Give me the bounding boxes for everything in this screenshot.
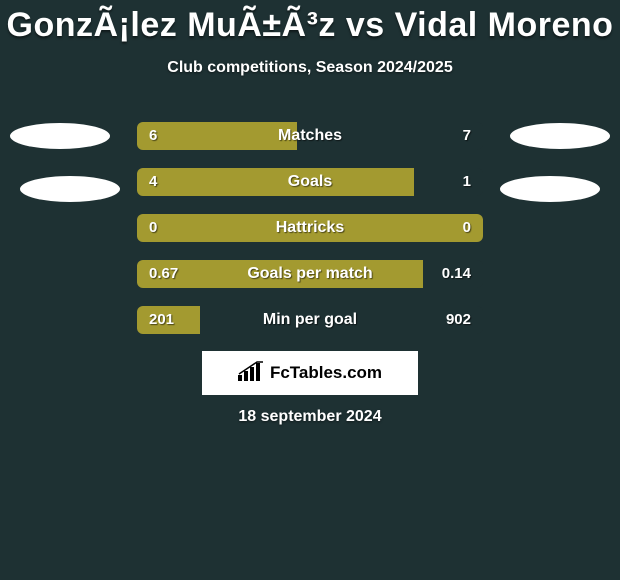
bars-icon bbox=[238, 361, 264, 386]
bar-left-seg bbox=[137, 214, 483, 242]
bar-right-seg bbox=[297, 122, 483, 150]
subtitle: Club competitions, Season 2024/2025 bbox=[0, 59, 620, 77]
bar-left-seg bbox=[137, 260, 423, 288]
bar-left-value: 6 bbox=[149, 122, 157, 150]
player-left-badge-top bbox=[10, 123, 110, 149]
bar-row: 6 7 Matches bbox=[137, 122, 483, 150]
comparison-bars: 6 7 Matches 4 1 Goals 0 0 Hattricks 0.67… bbox=[137, 122, 483, 334]
bar-right-seg bbox=[200, 306, 483, 334]
bar-row: 0 0 Hattricks bbox=[137, 214, 483, 242]
bar-left-value: 0 bbox=[149, 214, 157, 242]
bar-right-seg bbox=[414, 168, 483, 196]
bar-left-value: 4 bbox=[149, 168, 157, 196]
bar-right-value: 1 bbox=[463, 168, 471, 196]
bar-row: 201 902 Min per goal bbox=[137, 306, 483, 334]
bar-right-value: 902 bbox=[446, 306, 471, 334]
player-left-badge-bottom bbox=[20, 176, 120, 202]
player-right-badge-top bbox=[510, 123, 610, 149]
brand-label: FcTables.com bbox=[270, 363, 382, 383]
bar-left-value: 0.67 bbox=[149, 260, 178, 288]
bar-right-value: 0.14 bbox=[442, 260, 471, 288]
bar-left-value: 201 bbox=[149, 306, 174, 334]
date-label: 18 september 2024 bbox=[0, 408, 620, 426]
bar-right-value: 0 bbox=[463, 214, 471, 242]
player-right-badge-bottom bbox=[500, 176, 600, 202]
brand-box[interactable]: FcTables.com bbox=[202, 351, 418, 395]
bar-right-value: 7 bbox=[463, 122, 471, 150]
bar-left-seg bbox=[137, 122, 297, 150]
page-title: GonzÃ¡lez MuÃ±Ã³z vs Vidal Moreno bbox=[0, 0, 620, 45]
bar-row: 4 1 Goals bbox=[137, 168, 483, 196]
bar-left-seg bbox=[137, 168, 414, 196]
bar-row: 0.67 0.14 Goals per match bbox=[137, 260, 483, 288]
